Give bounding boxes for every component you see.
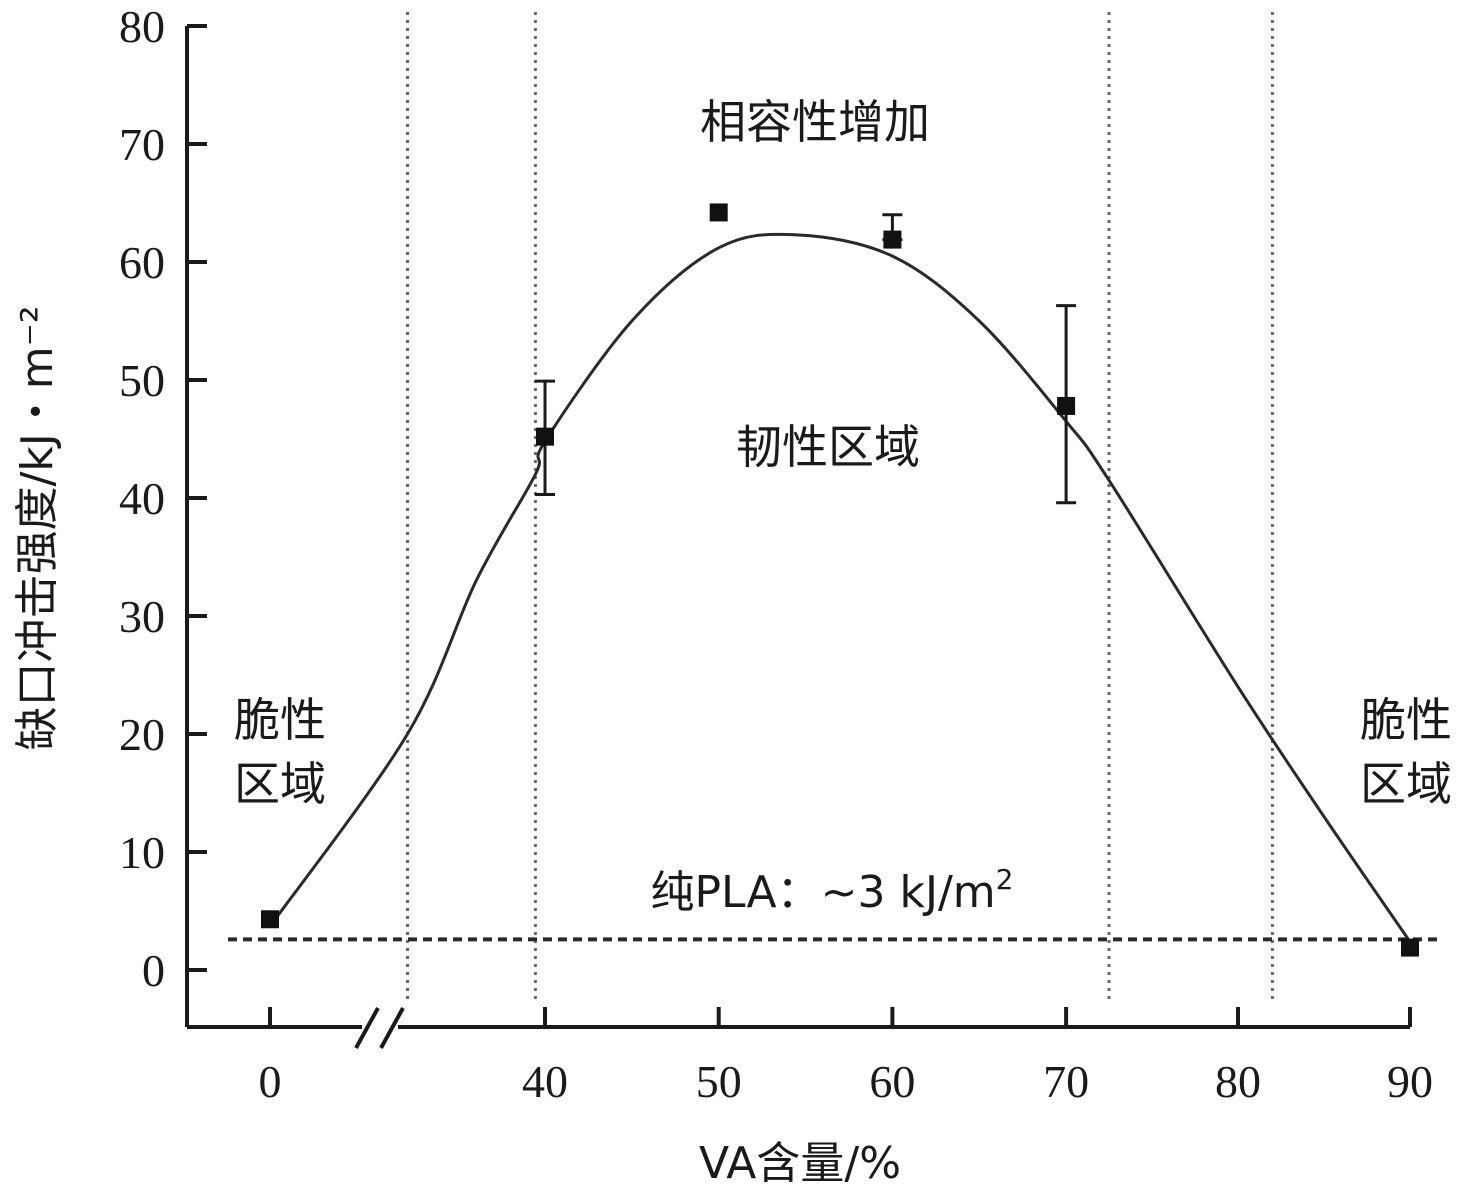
y-tick-label: 50 xyxy=(119,355,165,406)
x-tick-label: 70 xyxy=(1043,1056,1089,1107)
x-tick-label: 80 xyxy=(1215,1056,1261,1107)
x-tick-label: 60 xyxy=(869,1056,915,1107)
y-tick-label: 80 xyxy=(119,1,165,52)
x-tick-label: 90 xyxy=(1387,1056,1433,1107)
brittle-right-annotation-line1: 脆性 xyxy=(1360,693,1452,747)
x-tick-label: 0 xyxy=(259,1056,282,1107)
tough-region-annotation: 韧性区域 xyxy=(736,420,920,474)
y-tick-label: 70 xyxy=(119,119,165,170)
data-point xyxy=(536,427,554,446)
y-tick-label: 30 xyxy=(119,591,165,642)
y-axis-title: 缺口冲击强度/kJ・m⁻² xyxy=(12,305,63,750)
y-tick-label: 60 xyxy=(119,237,165,288)
brittle-left-annotation-line1: 脆性 xyxy=(234,693,326,747)
data-point xyxy=(883,230,902,249)
data-point xyxy=(261,910,279,929)
x-tick-label: 50 xyxy=(696,1056,742,1107)
y-tick-label: 10 xyxy=(119,827,165,878)
brittle-right-annotation-line2: 区域 xyxy=(1360,757,1452,811)
pure-pla-label-sup: 2 xyxy=(996,863,1014,896)
brittle-left-annotation-line2: 区域 xyxy=(234,757,326,811)
y-tick-label: 0 xyxy=(142,945,165,996)
x-axis-title: VA含量/% xyxy=(699,1138,901,1188)
region-boundary-lines xyxy=(406,12,1274,1000)
data-point xyxy=(1401,938,1419,957)
axis-break-mark xyxy=(379,1007,405,1049)
y-tick-label: 20 xyxy=(119,709,165,760)
data-point xyxy=(709,203,728,222)
data-points xyxy=(261,203,1419,957)
fit-curve-group xyxy=(268,232,1412,943)
y-tick-label: 40 xyxy=(119,473,165,524)
compatibility-annotation: 相容性增加 xyxy=(700,95,930,149)
pure-pla-label-main: 纯PLA：~3 kJ/m xyxy=(651,867,996,918)
fit-curve xyxy=(268,232,1412,943)
axes xyxy=(185,24,1412,1049)
data-point xyxy=(1057,396,1076,415)
tick-labels: 0 10 20 30 40 50 60 70 80 0 40 50 60 70 80 90 xyxy=(119,1,1433,1107)
axis-break-mark xyxy=(354,1007,380,1049)
pure-pla-label: 纯PLA：~3 kJ/m2 xyxy=(651,863,1014,918)
x-tick-label: 40 xyxy=(522,1056,568,1107)
